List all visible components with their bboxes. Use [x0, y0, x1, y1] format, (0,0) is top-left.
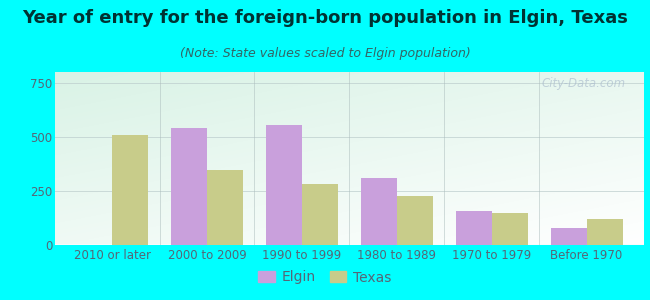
Bar: [456, 211, 491, 244]
Bar: [171, 128, 207, 244]
Bar: [302, 184, 338, 244]
Bar: [551, 228, 586, 244]
Bar: [207, 170, 243, 244]
Bar: [361, 178, 396, 244]
Text: (Note: State values scaled to Elgin population): (Note: State values scaled to Elgin popu…: [179, 46, 471, 59]
Text: Year of entry for the foreign-born population in Elgin, Texas: Year of entry for the foreign-born popul…: [22, 9, 628, 27]
Bar: [491, 213, 528, 244]
Bar: [396, 196, 433, 244]
Text: City-Data.com: City-Data.com: [541, 77, 626, 90]
Bar: [586, 219, 623, 244]
Bar: [112, 134, 148, 244]
Bar: [266, 125, 302, 244]
Legend: Elgin, Texas: Elgin, Texas: [253, 265, 397, 290]
